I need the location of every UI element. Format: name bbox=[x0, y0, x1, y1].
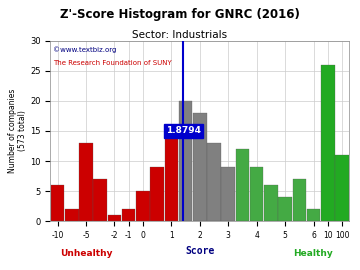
Y-axis label: Number of companies
(573 total): Number of companies (573 total) bbox=[8, 89, 27, 173]
Bar bbox=[108, 215, 121, 221]
Bar bbox=[335, 155, 349, 221]
Text: Z'-Score Histogram for GNRC (2016): Z'-Score Histogram for GNRC (2016) bbox=[60, 8, 300, 21]
Bar bbox=[179, 101, 192, 221]
Bar bbox=[264, 185, 278, 221]
Bar bbox=[293, 179, 306, 221]
Bar bbox=[165, 137, 178, 221]
Bar bbox=[307, 209, 320, 221]
Bar bbox=[51, 185, 64, 221]
Text: The Research Foundation of SUNY: The Research Foundation of SUNY bbox=[53, 60, 172, 66]
Bar bbox=[79, 143, 93, 221]
Bar bbox=[65, 209, 78, 221]
Bar bbox=[321, 65, 334, 221]
Bar bbox=[236, 149, 249, 221]
Bar bbox=[250, 167, 264, 221]
Bar bbox=[150, 167, 164, 221]
Text: Sector: Industrials: Sector: Industrials bbox=[132, 30, 228, 40]
X-axis label: Score: Score bbox=[185, 246, 215, 256]
Text: 1.8794: 1.8794 bbox=[166, 126, 201, 136]
Text: Unhealthy: Unhealthy bbox=[60, 249, 113, 258]
Text: ©www.textbiz.org: ©www.textbiz.org bbox=[53, 46, 117, 53]
Bar bbox=[193, 113, 207, 221]
Bar bbox=[94, 179, 107, 221]
Bar bbox=[278, 197, 292, 221]
Bar bbox=[207, 143, 221, 221]
Bar bbox=[122, 209, 135, 221]
Text: Healthy: Healthy bbox=[293, 249, 333, 258]
Bar bbox=[221, 167, 235, 221]
Bar bbox=[136, 191, 150, 221]
